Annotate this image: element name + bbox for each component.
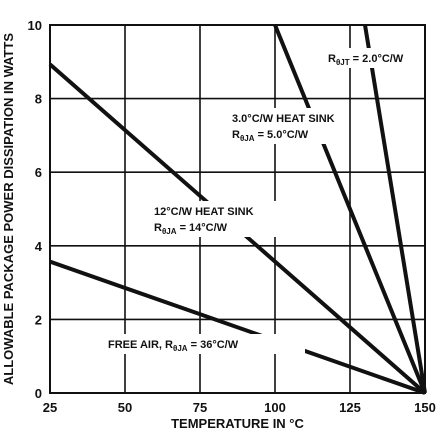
y-tick-label: 4 [35, 239, 43, 254]
x-tick-labels: 25 50 75 100 125 150 [43, 400, 436, 415]
annotation-text: R [328, 53, 336, 65]
series-annotation-2: 12°C/W HEAT SINK [154, 206, 254, 218]
annotation-background [105, 334, 305, 354]
y-tick-label: 2 [35, 312, 42, 327]
x-tick-label: 75 [193, 400, 207, 415]
annotation-text: R [154, 222, 162, 234]
annotation-text: 3.0°C/W HEAT SINK [232, 113, 335, 125]
annotation-background [150, 201, 282, 237]
annotation-text: FREE AIR, R [108, 339, 173, 351]
annotation-background [228, 108, 340, 144]
series-annotations: FREE AIR, RθJA = 36°C/W12°C/W HEAT SINKR… [105, 48, 414, 354]
series-annotation-2: RθJA = 14°C/W [154, 222, 228, 236]
x-tick-label: 25 [43, 400, 57, 415]
series-line-3 [273, 24, 427, 394]
annotation-subscript: θJA [173, 344, 188, 353]
annotation-subscript: θJT [336, 58, 350, 67]
series-annotation-4: RθJT = 2.0°C/W [328, 53, 404, 67]
annotation-value: = 5.0°C/W [255, 129, 309, 141]
annotation-subscript: θJA [162, 227, 177, 236]
annotation-value: = 2.0°C/W [350, 53, 404, 65]
plot-frame [49, 24, 426, 394]
x-axis-title: TEMPERATURE IN °C [171, 416, 304, 431]
series-line-4 [363, 24, 427, 394]
annotation-value: = 14°C/W [177, 222, 228, 234]
annotation-text: 12°C/W HEAT SINK [154, 206, 254, 218]
series-annotation-3: RθJA = 5.0°C/W [232, 129, 309, 143]
annotation-text: R [232, 129, 240, 141]
annotation-value: = 36°C/W [188, 339, 239, 351]
y-tick-label: 6 [35, 165, 42, 180]
y-tick-label: 10 [28, 18, 42, 33]
x-tick-label: 100 [264, 400, 286, 415]
y-tick-labels: 0 2 4 6 8 10 [28, 18, 43, 401]
y-axis-title: ALLOWABLE PACKAGE POWER DISSIPATION IN W… [1, 33, 16, 386]
series-annotation-3: 3.0°C/W HEAT SINK [232, 113, 335, 125]
series-annotation-1: FREE AIR, RθJA = 36°C/W [108, 339, 239, 353]
y-tick-label: 8 [35, 92, 42, 107]
annotation-background [324, 48, 414, 68]
x-tick-label: 150 [414, 400, 436, 415]
x-tick-label: 50 [118, 400, 132, 415]
x-tick-label: 125 [339, 400, 361, 415]
y-tick-label: 0 [35, 386, 42, 401]
series-line-1 [49, 259, 426, 395]
annotation-subscript: θJA [240, 134, 255, 143]
